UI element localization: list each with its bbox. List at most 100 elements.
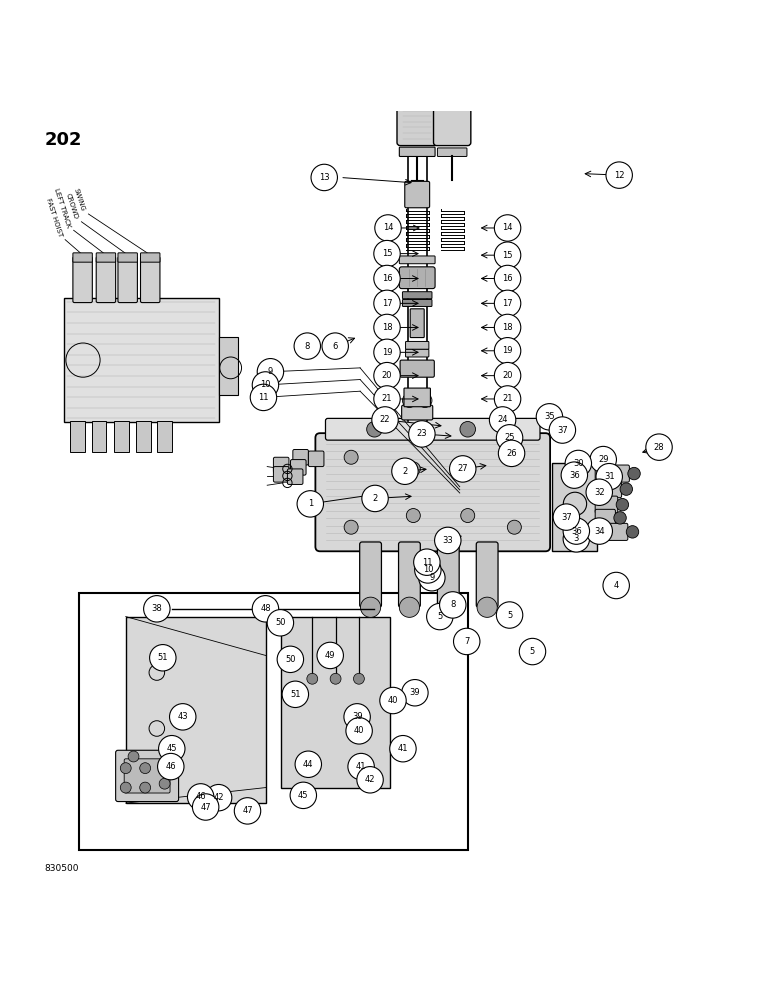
Text: 50: 50 [275, 618, 285, 627]
Circle shape [418, 394, 432, 408]
Circle shape [307, 673, 317, 684]
Text: 49: 49 [325, 651, 335, 660]
Text: 43: 43 [177, 712, 188, 721]
Text: 11: 11 [258, 393, 268, 402]
Circle shape [536, 404, 562, 430]
Text: 40: 40 [354, 726, 364, 735]
Text: 9: 9 [429, 573, 434, 582]
Text: 13: 13 [319, 173, 329, 182]
Text: 5: 5 [530, 647, 535, 656]
Circle shape [372, 407, 399, 433]
FancyBboxPatch shape [406, 341, 429, 349]
Circle shape [448, 71, 465, 88]
Text: 24: 24 [498, 415, 508, 424]
FancyBboxPatch shape [348, 64, 491, 95]
Circle shape [362, 485, 388, 512]
Circle shape [159, 763, 170, 774]
Circle shape [438, 597, 459, 617]
Text: 16: 16 [502, 274, 513, 283]
Text: 1: 1 [307, 499, 313, 508]
FancyBboxPatch shape [325, 418, 540, 440]
Circle shape [169, 704, 196, 730]
Text: 19: 19 [502, 346, 512, 355]
FancyBboxPatch shape [595, 509, 615, 526]
Text: 35: 35 [544, 412, 555, 421]
FancyBboxPatch shape [157, 421, 172, 452]
FancyBboxPatch shape [91, 421, 106, 452]
Circle shape [586, 518, 612, 544]
FancyBboxPatch shape [140, 253, 160, 262]
Circle shape [434, 527, 461, 554]
Circle shape [277, 646, 303, 673]
Text: 34: 34 [594, 527, 604, 536]
Circle shape [392, 458, 418, 484]
Text: 45: 45 [166, 744, 177, 753]
Text: 20: 20 [502, 371, 512, 380]
Text: 41: 41 [398, 744, 408, 753]
Text: 2: 2 [372, 494, 378, 503]
Circle shape [413, 422, 429, 437]
Text: 202: 202 [44, 131, 82, 149]
FancyBboxPatch shape [73, 253, 92, 262]
Circle shape [406, 462, 420, 476]
Circle shape [205, 784, 232, 811]
Circle shape [496, 602, 523, 628]
Circle shape [603, 572, 629, 599]
Circle shape [626, 526, 639, 538]
Circle shape [158, 735, 185, 762]
Text: 9: 9 [268, 367, 273, 376]
Circle shape [346, 718, 372, 744]
Text: 41: 41 [356, 762, 367, 771]
Circle shape [495, 362, 521, 389]
Text: 17: 17 [381, 299, 392, 308]
Circle shape [495, 290, 521, 317]
Circle shape [317, 642, 343, 669]
FancyBboxPatch shape [438, 542, 459, 607]
Text: 10: 10 [261, 380, 271, 389]
Circle shape [374, 290, 400, 317]
Circle shape [294, 333, 321, 359]
Circle shape [357, 767, 383, 793]
Text: 18: 18 [381, 323, 392, 332]
Circle shape [344, 450, 358, 464]
Circle shape [427, 603, 453, 630]
FancyBboxPatch shape [274, 457, 289, 473]
FancyBboxPatch shape [290, 460, 306, 475]
Circle shape [519, 638, 546, 665]
Circle shape [234, 798, 261, 824]
Circle shape [453, 628, 480, 655]
FancyBboxPatch shape [399, 147, 435, 156]
Circle shape [406, 509, 420, 523]
Bar [79, 593, 468, 850]
Text: 5: 5 [438, 612, 442, 621]
Text: 6: 6 [332, 342, 338, 351]
Circle shape [268, 610, 293, 636]
Circle shape [495, 265, 521, 292]
Circle shape [330, 673, 341, 684]
Text: 25: 25 [505, 433, 515, 442]
Circle shape [187, 784, 214, 810]
Circle shape [252, 596, 278, 622]
Text: 42: 42 [214, 793, 224, 802]
Text: 3: 3 [573, 534, 579, 543]
Circle shape [495, 215, 521, 241]
Text: 40: 40 [388, 696, 399, 705]
Text: 38: 38 [151, 604, 162, 613]
FancyBboxPatch shape [404, 388, 431, 407]
FancyBboxPatch shape [287, 469, 303, 484]
Circle shape [499, 422, 514, 437]
Circle shape [590, 446, 616, 473]
Text: 36: 36 [571, 527, 582, 536]
FancyBboxPatch shape [402, 292, 432, 299]
FancyBboxPatch shape [360, 542, 381, 607]
Circle shape [477, 597, 498, 617]
Text: 51: 51 [290, 690, 300, 699]
Text: 47: 47 [243, 806, 253, 815]
Polygon shape [63, 298, 219, 422]
Circle shape [449, 456, 476, 482]
FancyBboxPatch shape [292, 449, 308, 465]
Circle shape [489, 407, 516, 433]
FancyBboxPatch shape [69, 421, 84, 452]
Text: 12: 12 [614, 171, 625, 180]
Circle shape [461, 462, 475, 476]
